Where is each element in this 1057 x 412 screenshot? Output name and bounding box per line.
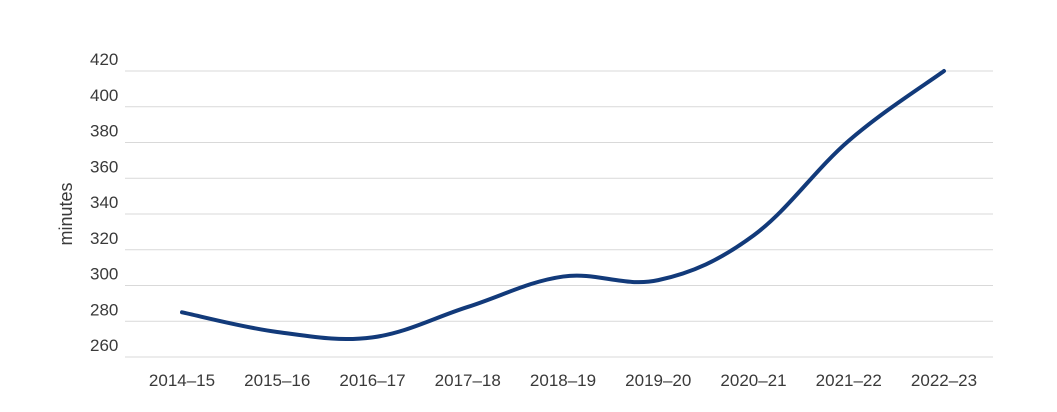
y-tick-label: 360 (90, 157, 118, 176)
series-line-minutes (180, 69, 946, 342)
y-tick-label: 380 (90, 122, 118, 141)
y-tick-label: 280 (90, 300, 118, 319)
y-tick-label: 340 (90, 193, 118, 212)
y-tick-label: 420 (90, 50, 118, 69)
x-tick-label: 2016–17 (339, 371, 405, 390)
x-tick-labels: 2014–15 2015–16 2016–17 2017–18 2018–19 2019–… (149, 371, 977, 390)
y-tick-label: 260 (90, 336, 118, 355)
x-tick-label: 2014–15 (149, 371, 215, 390)
x-tick-label: 2021–22 (816, 371, 882, 390)
x-tick-label: 2022–23 (911, 371, 977, 390)
x-tick-label: 2017–18 (435, 371, 501, 390)
y-tick-label: 400 (90, 86, 118, 105)
x-tick-label: 2020–21 (720, 371, 786, 390)
y-tick-label: 300 (90, 265, 118, 284)
x-tick-label: 2018–19 (530, 371, 596, 390)
y-tick-labels: 260 280 300 320 340 360 380 400 420 (90, 50, 118, 355)
x-tick-label: 2019–20 (625, 371, 691, 390)
y-gridlines (125, 70, 993, 358)
x-tick-label: 2015–16 (244, 371, 310, 390)
y-tick-label: 320 (90, 229, 118, 248)
y-axis-title: minutes (56, 182, 76, 245)
